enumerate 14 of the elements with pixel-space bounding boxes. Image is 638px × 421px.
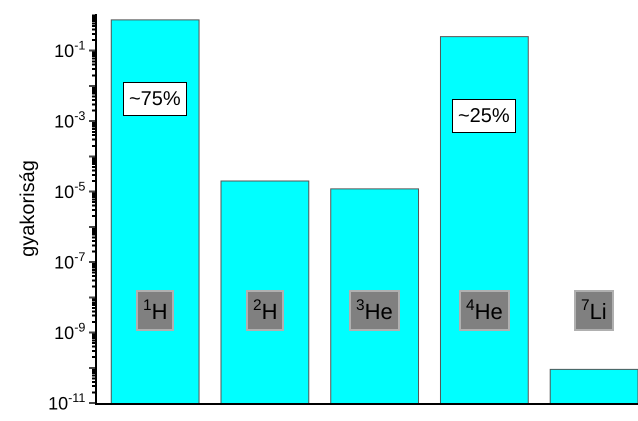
y-tick-label: 10$^{-1}$ (54, 38, 86, 61)
data-label: ~75% (129, 88, 181, 110)
x-tick-label: $^{4}$He (466, 297, 503, 324)
x-tick-label: $^{2}$H (253, 297, 278, 324)
y-tick-label: 10$^{-7}$ (54, 250, 86, 272)
x-tick-label: $^{7}$Li (581, 297, 607, 324)
data-label: ~25% (458, 105, 510, 127)
y-tick-label: 10$^{-11}$ (48, 390, 86, 414)
x-tick-label: $^{3}$He (356, 297, 393, 324)
x-tick-label: $^{1}$H (143, 297, 168, 324)
y-tick-label: 10$^{-3}$ (54, 108, 86, 132)
y-tick-label: 10$^{-9}$ (54, 320, 86, 343)
y-axis-title: gyakoriság (17, 160, 40, 257)
y-tick-label: 10$^{-5}$ (54, 179, 86, 202)
